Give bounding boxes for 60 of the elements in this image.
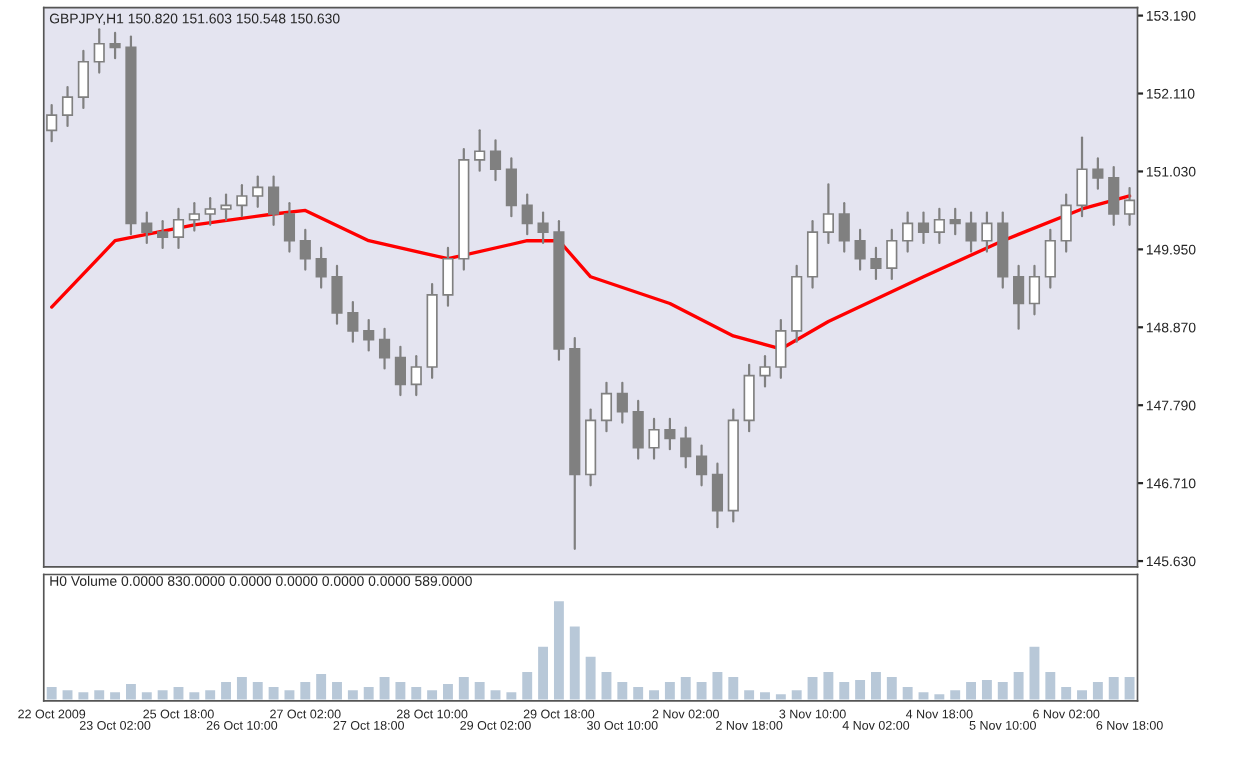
candlestick [664, 417, 676, 451]
candlestick [981, 211, 993, 253]
candlestick [870, 246, 882, 281]
candlestick [347, 300, 359, 343]
candlestick [61, 85, 74, 128]
candlestick [315, 246, 327, 289]
candlestick [410, 355, 422, 397]
candlestick [474, 129, 486, 172]
candlestick [236, 184, 248, 218]
candlestick [806, 220, 819, 289]
candlestick [109, 31, 121, 60]
candlestick [600, 381, 613, 433]
candlestick [141, 211, 153, 244]
candlestick [299, 228, 311, 271]
candlestick [917, 211, 930, 244]
candlestick [220, 193, 232, 221]
candlestick [93, 28, 105, 74]
candlestick [378, 327, 391, 370]
candlestick [505, 157, 517, 218]
candlestick [1123, 186, 1136, 226]
candlestick [521, 193, 533, 236]
candlestick [695, 444, 708, 487]
candlestick [1028, 264, 1041, 316]
candlestick [363, 318, 375, 352]
candlestick [854, 228, 866, 271]
candlestick [632, 399, 644, 460]
candlestick [933, 207, 945, 244]
candlestick [537, 211, 549, 244]
candlestick [172, 207, 185, 250]
candlestick [283, 202, 296, 253]
candlestick [743, 363, 755, 433]
candlestick [252, 175, 264, 208]
candlestick [1108, 166, 1120, 226]
candlestick [489, 139, 502, 182]
candlestick [77, 49, 89, 110]
candlestick [1060, 193, 1072, 253]
candlestick [965, 211, 977, 253]
candlestick [886, 228, 898, 281]
candlestick [1076, 136, 1088, 218]
candlestick [1044, 228, 1056, 289]
candlestick [775, 318, 787, 379]
candlestick [759, 355, 771, 388]
candlestick [1013, 264, 1025, 330]
candlestick [204, 197, 216, 226]
candlestick [838, 202, 850, 253]
candlestick [1092, 157, 1104, 190]
candlestick [616, 381, 628, 424]
candlestick [822, 183, 834, 244]
candlestick [902, 211, 914, 253]
candlestick [949, 207, 961, 236]
candlestick [331, 264, 343, 325]
candlestick [680, 426, 692, 469]
candlestick [442, 246, 454, 307]
candlestick [711, 462, 724, 529]
candlestick [648, 417, 660, 460]
candlestick [268, 175, 280, 226]
candlestick [157, 220, 169, 250]
candlestick [394, 345, 406, 397]
candlestick [188, 202, 200, 232]
candlestick [46, 103, 58, 143]
